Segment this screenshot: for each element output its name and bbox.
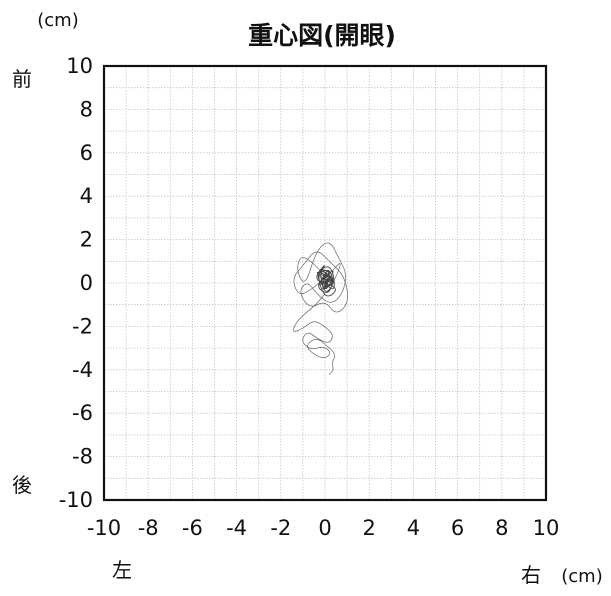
tick-layer: -10 -8 -6 -4 -2 0 2 4 6 8 10 10 8 6 4 2 0 -2 -4 -6 -8 -10 [59, 54, 560, 540]
y-tick-label: -4 [72, 358, 93, 382]
x-tick-label: -4 [226, 516, 247, 540]
sway-trace-1 [293, 242, 349, 313]
x-tick-label: -2 [270, 516, 291, 540]
x-tick-label: 4 [407, 516, 420, 540]
trace-layer [293, 242, 349, 375]
plot-frame [102, 64, 548, 502]
chart-title: 重心図(開眼) [248, 21, 396, 50]
y-tick-label: -6 [72, 401, 93, 425]
y-tick-label: 0 [80, 271, 93, 295]
x-tick-label: -8 [138, 516, 159, 540]
x-tick-label: -10 [87, 516, 121, 540]
y-tick-label: 2 [80, 228, 93, 252]
x-tick-label: 0 [318, 516, 331, 540]
left-label: 左 [112, 558, 132, 582]
y-tick-label: 4 [80, 184, 93, 208]
y-tick-label: -10 [59, 488, 93, 512]
back-label: 後 [12, 473, 32, 497]
x-tick-label: 2 [363, 516, 376, 540]
y-tick-label: 10 [66, 54, 93, 78]
x-tick-label: 8 [495, 516, 508, 540]
x-tick-label: 10 [533, 516, 560, 540]
y-axis-unit: (cm) [37, 10, 78, 31]
sway-trace-0 [316, 265, 336, 297]
x-tick-label: -6 [182, 516, 203, 540]
x-axis-unit: (cm) [561, 566, 602, 587]
sway-trace-2 [293, 293, 335, 375]
y-tick-label: -2 [72, 314, 93, 338]
x-tick-label: 6 [451, 516, 464, 540]
front-label: 前 [12, 67, 32, 91]
grid-layer [104, 66, 546, 500]
right-label: 右 [521, 563, 541, 587]
y-tick-label: -8 [72, 445, 93, 469]
y-tick-label: 6 [80, 141, 93, 165]
y-tick-label: 8 [80, 97, 93, 121]
